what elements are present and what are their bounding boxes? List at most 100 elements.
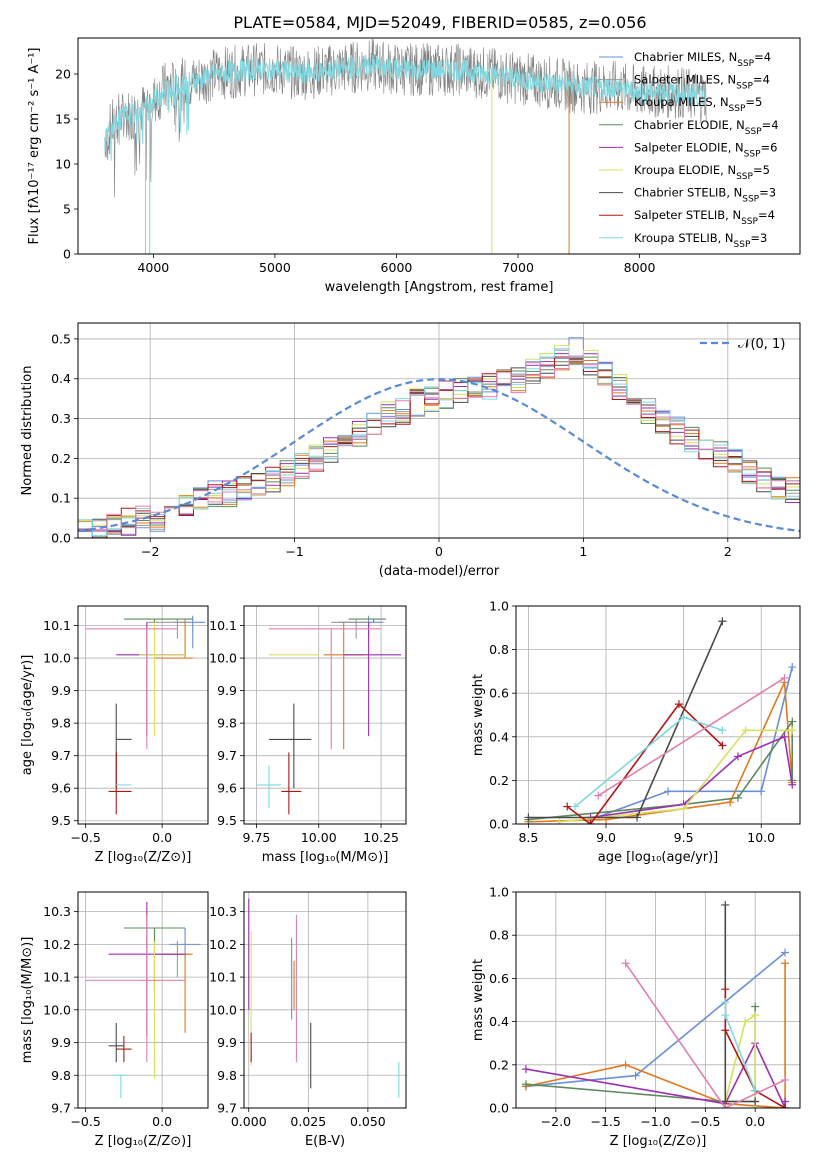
y-tick-label: 0.0 [489,1101,509,1116]
y-tick-label: 10.0 [209,1002,237,1017]
weight-marker [718,617,727,626]
weight-line [590,666,793,821]
y-axis-label: Normed distribution [20,366,35,496]
histogram-series [78,355,800,531]
histogram-series [78,358,800,531]
weight-marker [741,1017,750,1026]
panel-mass-weight-vs-metallicity: −2.0 −1.5 −1.0 −0.5 0.0 0.0 0.2 0.4 0.6 0.8 1.0 Z [… [471,885,801,1149]
weight-marker [664,787,673,796]
x-tick-label: 9.75 [243,830,271,845]
y-axis-label: Flux [fλ10⁻¹⁷ erg cm⁻² s⁻¹ A⁻¹] [27,48,42,245]
panel-mass-vs-extinction: 0.000 0.025 0.050 9.7 9.8 9.9 10.0 10.1 10.2 10.3… [209,891,407,1149]
y-tick-label: 9.7 [51,748,71,763]
y-tick-label: 0.3 [51,411,71,426]
weight-marker [751,1002,760,1011]
x-tick-label: 2 [724,544,732,559]
plot-area [104,38,707,254]
y-tick-label: 0.6 [489,686,509,701]
y-tick-label: 5 [63,202,71,217]
axes-frame [515,605,801,825]
y-tick-label: 0.5 [51,331,71,346]
weight-line [724,1002,756,1091]
y-tick-label: 9.5 [217,813,237,828]
weight-marker [741,726,750,735]
y-tick-label: 10.0 [43,1002,71,1017]
x-tick-label: 0.025 [290,1114,326,1129]
x-tick-label: 10.0 [747,830,775,845]
panel-mass-vs-metallicity: −0.5 0.0 9.7 9.8 9.9 10.0 10.1 10.2 10.3 Z [log₁₀… [20,891,209,1149]
y-tick-label: 0.0 [51,531,71,546]
x-tick-label: 1 [579,544,587,559]
x-axis-label: age [log₁₀(age/yr)] [598,850,719,865]
y-tick-label: 10.0 [43,651,71,666]
weight-marker [721,900,730,909]
panel-age-vs-metallicity: −0.5 0.0 9.5 9.6 9.7 9.8 9.9 10.0 10.1 Z [log₁₀(Z… [20,605,209,865]
weight-line [590,735,793,819]
y-tick-label: 9.8 [51,1068,71,1083]
weight-marker [563,802,572,811]
y-tick-label: 10.2 [209,937,237,952]
y-tick-label: 10.1 [209,618,237,633]
x-tick-label: −0.5 [690,1114,720,1129]
x-tick-label: −1.0 [640,1114,670,1129]
y-tick-label: 10.1 [209,970,237,985]
x-tick-label: −2.0 [541,1114,571,1129]
y-tick-label: 9.8 [51,716,71,731]
weight-marker [788,780,797,789]
y-tick-label: 1.0 [489,885,509,900]
y-axis-label: age [log₁₀(age/yr)] [20,655,35,776]
x-tick-label: 8000 [624,260,656,275]
weight-marker [733,752,742,761]
weight-marker [586,820,595,824]
plot-area [85,901,201,1099]
legend-entry: Chabrier ELODIE, NSSP=4 [634,118,779,137]
x-tick-label: 10.00 [301,830,337,845]
legend-entry: Kroupa STELIB, NSSP=3 [634,231,767,250]
y-tick-label: 0 [63,247,71,262]
y-tick-label: 0.2 [51,451,71,466]
y-tick-label: 15 [55,112,71,127]
weight-marker [521,1065,530,1074]
weight-marker [721,998,730,1007]
weight-marker [781,948,790,957]
weight-marker [751,1097,760,1106]
weight-marker [718,726,727,735]
weight-marker [721,1011,730,1020]
weight-marker [733,793,742,802]
y-tick-label: 9.7 [217,1101,237,1116]
weight-marker [679,804,688,813]
gaussian-curve [78,378,800,533]
y-tick-label: 1.0 [489,599,509,614]
x-tick-label: −2 [141,544,159,559]
x-tick-label: 0 [435,544,443,559]
legend-entry: Chabrier MILES, NSSP=4 [634,50,771,69]
plot-area [85,615,205,815]
y-tick-label: 0.4 [489,729,509,744]
y-axis-label: mass weight [471,959,486,1041]
x-tick-label: 0.0 [745,1114,765,1129]
axes-frame [77,891,209,1109]
y-tick-label: 9.7 [217,748,237,763]
x-tick-label: 9.5 [674,830,694,845]
x-tick-label: 0.0 [152,830,172,845]
y-tick-label: 9.9 [51,1035,71,1050]
y-axis-label: mass [log₁₀(M/M⊙)] [20,937,35,1064]
axes-frame [243,605,407,825]
weight-marker [524,813,533,822]
plot-area [248,898,400,1099]
y-tick-label: 9.7 [51,1101,71,1116]
y-tick-label: 20 [55,67,71,82]
weight-marker [788,726,797,735]
x-tick-label: −1.5 [591,1114,621,1129]
weight-line [528,620,724,819]
y-tick-label: 9.9 [217,1035,237,1050]
x-tick-label: 6000 [381,260,413,275]
x-axis-label: Z [log₁₀(Z/Z⊙)] [95,850,192,865]
weight-marker [781,1075,790,1084]
y-tick-label: 9.8 [217,716,237,731]
weight-marker [780,673,789,682]
weight-marker [679,713,688,722]
y-tick-label: 9.9 [51,683,71,698]
panel-mass-weight-vs-age: 8.5 9.0 9.5 10.0 0.0 0.2 0.4 0.6 0.8 1.0 age [log₁… [471,599,801,865]
